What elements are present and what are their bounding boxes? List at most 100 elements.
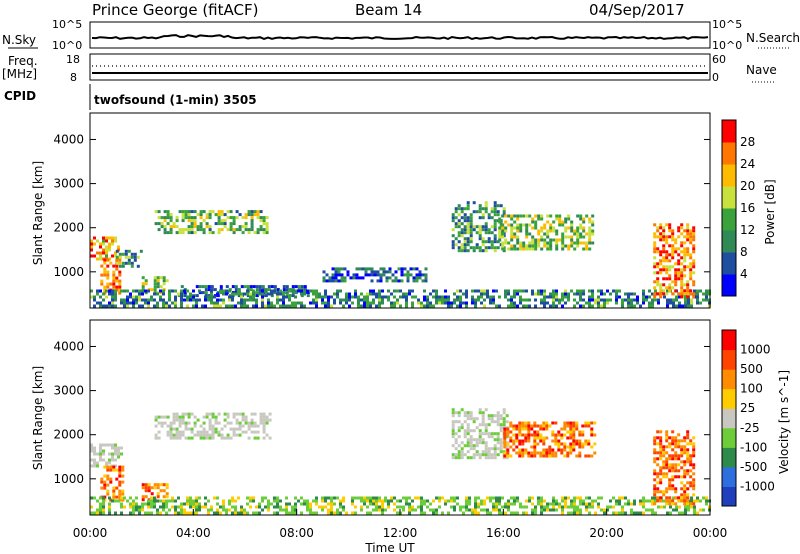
heatmap-cell [561, 244, 565, 248]
heatmap-cell [551, 448, 555, 452]
heatmap-cell [363, 301, 366, 305]
cpid-label: CPID [4, 89, 36, 103]
heatmap-cell [201, 285, 205, 289]
heatmap-cell [234, 505, 237, 509]
heatmap-cell [507, 214, 511, 218]
heatmap-cell [552, 238, 556, 242]
heatmap-cell [512, 427, 516, 431]
heatmap-cell [198, 285, 202, 289]
heatmap-cell [463, 453, 467, 457]
heatmap-cell [111, 446, 114, 450]
heatmap-cell [226, 228, 230, 232]
heatmap-cell [656, 283, 660, 287]
heatmap-cell [118, 279, 122, 283]
heatmap-cell [490, 447, 494, 451]
heatmap-cell [334, 273, 338, 277]
heatmap-cell [653, 502, 657, 506]
heatmap-cell [534, 244, 538, 248]
heatmap-cell [384, 496, 387, 500]
heatmap-cell [481, 213, 485, 217]
heatmap-cell [503, 442, 507, 446]
heatmap-cell [132, 304, 135, 308]
heatmap-cell [489, 511, 492, 515]
heatmap-cell [692, 226, 696, 230]
heatmap-cell [172, 412, 176, 416]
heatmap-cell [662, 289, 666, 293]
heatmap-cell [551, 421, 555, 425]
heatmap-cell [451, 408, 455, 412]
heatmap-cell [232, 228, 236, 232]
heatmap-cell [153, 276, 157, 280]
heatmap-cell [684, 505, 687, 509]
heatmap-cell [465, 301, 468, 305]
heatmap-cell [686, 238, 690, 242]
heatmap-cell [163, 228, 167, 232]
heatmap-cell [406, 270, 410, 274]
heatmap-cell [677, 442, 681, 446]
heatmap-cell [516, 496, 519, 500]
heatmap-cell [378, 298, 381, 302]
heatmap-cell [240, 508, 243, 512]
heatmap-cell [546, 220, 550, 224]
heatmap-cell [672, 298, 675, 302]
colorbar-swatch [722, 120, 736, 143]
heatmap-cell [684, 295, 687, 299]
heatmap-cell [499, 450, 503, 454]
heatmap-cell [409, 273, 413, 277]
heatmap-cell [112, 489, 116, 493]
heatmap-cell [457, 456, 461, 460]
heatmap-cell [306, 505, 309, 509]
heatmap-cell [560, 436, 564, 440]
heatmap-cell [93, 304, 96, 308]
heatmap-cell [630, 304, 633, 308]
heatmap-cell [229, 216, 233, 220]
heatmap-cell [387, 502, 390, 506]
heatmap-cell [692, 247, 696, 251]
heatmap-cell [90, 443, 93, 447]
heatmap-cell [180, 502, 183, 506]
heatmap-cell [196, 430, 200, 434]
heatmap-cell [662, 292, 666, 296]
heatmap-cell [478, 249, 482, 253]
heatmap-cell [564, 301, 567, 305]
heatmap-cell [211, 427, 215, 431]
heatmap-cell [181, 421, 185, 425]
heatmap-cell [501, 505, 504, 509]
heatmap-cell [572, 442, 576, 446]
heatmap-cell [363, 298, 366, 302]
heatmap-cell [478, 216, 482, 220]
heatmap-cell [115, 276, 119, 280]
heatmap-cell [240, 298, 243, 302]
heatmap-cell [115, 264, 119, 268]
heatmap-cell [463, 225, 467, 229]
heatmap-cell [268, 412, 272, 416]
heatmap-cell [109, 477, 113, 481]
heatmap-cell [552, 298, 555, 302]
heatmap-cell [484, 222, 488, 226]
heatmap-cell [108, 461, 111, 465]
heatmap-cell [265, 418, 269, 422]
heatmap-cell [531, 226, 535, 230]
heatmap-cell [534, 511, 537, 515]
heatmap-cell [540, 238, 544, 242]
heatmap-cell [668, 466, 672, 470]
heatmap-cell [372, 508, 375, 512]
heatmap-cell [498, 226, 502, 230]
heatmap-cell [99, 242, 102, 246]
heatmap-cell [144, 291, 148, 295]
heatmap-cell [689, 274, 693, 278]
colorbar-tick-label: 8 [740, 245, 748, 259]
heatmap-cell [112, 282, 116, 286]
heatmap-cell [361, 276, 365, 280]
power-heatmap [90, 201, 711, 308]
heatmap-cell [252, 289, 255, 293]
heatmap-cell [659, 436, 663, 440]
heatmap-cell [524, 451, 528, 455]
heatmap-cell [342, 298, 345, 302]
heatmap-cell [177, 511, 180, 515]
heatmap-cell [249, 292, 252, 296]
heatmap-cell [282, 295, 285, 299]
heatmap-cell [621, 505, 624, 509]
heatmap-cell [366, 505, 369, 509]
heatmap-cell [581, 424, 585, 428]
